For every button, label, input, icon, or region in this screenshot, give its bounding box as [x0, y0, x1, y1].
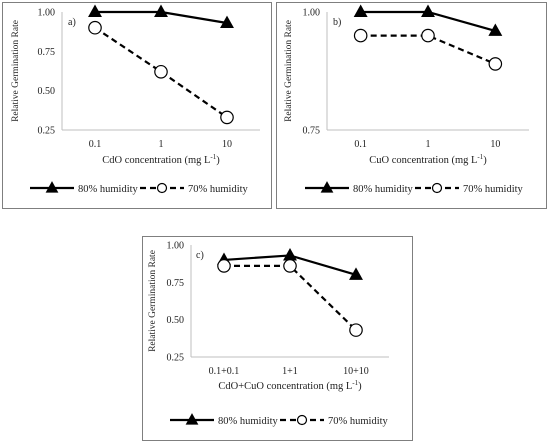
- chart-panel-3: 0.25 0.50 0.75 1.00 0.1+0.1 1+1 10+10 CdO+CuO c…: [142, 236, 413, 441]
- data-point-circle: [88, 20, 102, 35]
- y-tick-label: 0.25: [38, 126, 56, 137]
- data-point-triangle: [88, 4, 102, 18]
- panel-label: b): [333, 17, 341, 28]
- legend-label: 70% humidity: [328, 416, 389, 427]
- x-tick-label: 0.1+0.1: [209, 366, 240, 377]
- data-point-circle: [349, 323, 363, 337]
- series-line-2: [94, 26, 228, 119]
- data-point-triangle: [349, 267, 363, 280]
- legend-label: 80% humidity: [353, 184, 414, 195]
- x-axis-label: CuO concentration (mg L-1): [369, 153, 487, 166]
- data-point-triangle: [353, 4, 368, 18]
- x-axis-label-superscript: -1: [210, 153, 216, 161]
- y-tick-label: 0.75: [167, 278, 185, 289]
- legend-marker-triangle: [45, 181, 59, 193]
- data-point-triangle: [283, 248, 297, 261]
- data-point-circle: [283, 259, 297, 273]
- data-point-circle: [217, 259, 231, 273]
- series-line-2: [360, 34, 496, 65]
- legend-label: 80% humidity: [78, 184, 139, 195]
- panel-frame: [276, 2, 547, 209]
- legend-label: 70% humidity: [463, 184, 524, 195]
- legend-label: 80% humidity: [218, 416, 279, 427]
- legend-label: 70% humidity: [188, 184, 249, 195]
- y-tick-label: 1.00: [38, 8, 56, 19]
- legend-marker-triangle: [320, 181, 334, 193]
- x-tick-label: 10: [222, 139, 232, 150]
- x-axis-label-superscript: -1: [352, 379, 358, 387]
- y-tick-label: 0.50: [38, 86, 56, 97]
- legend-marker-circle: [296, 414, 308, 426]
- y-tick-label: 0.50: [167, 315, 185, 326]
- legend-marker-triangle: [185, 413, 199, 425]
- series-line-2: [224, 264, 357, 331]
- legend-marker-circle: [431, 182, 443, 194]
- panel-frame: [142, 236, 413, 441]
- data-point-circle: [488, 57, 503, 71]
- data-point-triangle: [220, 15, 234, 29]
- x-tick-label: 0.1: [89, 139, 102, 150]
- x-axis-label-superscript: -1: [477, 153, 483, 161]
- panel-label: c): [196, 250, 204, 261]
- data-point-triangle: [488, 23, 503, 36]
- x-tick-label: 10: [490, 139, 500, 150]
- data-point-circle: [154, 64, 168, 79]
- data-point-circle: [220, 110, 234, 125]
- x-axis-label: CdO+CuO concentration (mg L-1): [218, 379, 362, 392]
- panel-frame: [2, 2, 272, 209]
- data-point-circle: [421, 28, 435, 43]
- legend-marker-circle: [156, 182, 168, 194]
- data-point-triangle: [154, 4, 168, 18]
- y-tick-label: 1.00: [303, 8, 321, 19]
- data-point-circle: [353, 28, 368, 43]
- data-point-triangle: [421, 4, 435, 18]
- x-tick-label: 1: [159, 139, 164, 150]
- panel-label: a): [68, 17, 76, 28]
- y-tick-label: 0.75: [38, 47, 56, 58]
- x-tick-label: 1+1: [282, 366, 298, 377]
- x-axis-label: CdO concentration (mg L-1): [102, 153, 220, 166]
- x-tick-label: 1: [426, 139, 431, 150]
- y-axis-label: Relative Germination Rate: [148, 250, 158, 352]
- y-tick-label: 0.75: [303, 126, 321, 137]
- y-axis-label: Relative Germination Rate: [11, 20, 21, 122]
- y-tick-label: 0.25: [167, 353, 185, 364]
- x-tick-label: 10+10: [343, 366, 369, 377]
- y-axis-label: Relative Germination Rate: [284, 20, 294, 122]
- y-tick-label: 1.00: [167, 241, 185, 252]
- x-tick-label: 0.1: [354, 139, 367, 150]
